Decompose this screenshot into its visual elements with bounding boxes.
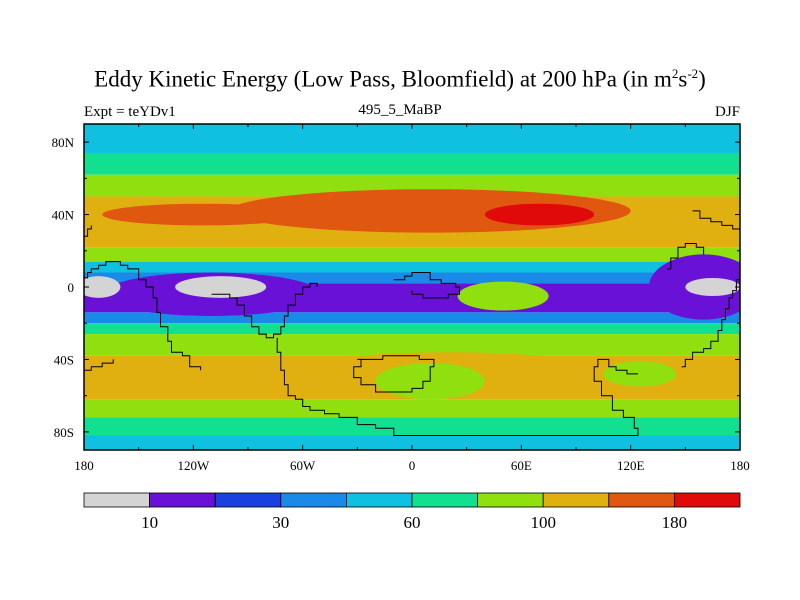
- y-tick-label-2: 0: [68, 280, 75, 295]
- coastline-segment-0: [84, 261, 202, 371]
- field-blob-8: [457, 281, 549, 311]
- field-band-8: [84, 312, 740, 324]
- field-band-9: [84, 323, 740, 335]
- x-tick-label-2: 60W: [290, 458, 316, 473]
- coastline-segment-1: [211, 282, 318, 339]
- x-tick-label-3: 0: [409, 458, 416, 473]
- y-tick-label-3: 40S: [54, 352, 74, 367]
- field-band-5: [84, 261, 740, 273]
- axes-layer: 80N 40N 0 40S 80S 180 120W 60W 0 60E 120E 180: [52, 124, 750, 473]
- chart-title: Eddy Kinetic Energy (Low Pass, Bloomfiel…: [94, 66, 706, 92]
- x-tick-label-4: 60E: [511, 458, 532, 473]
- field-band-2: [84, 174, 740, 197]
- colorbar-swatch-3: [280, 492, 347, 508]
- coastline-segment-10: [84, 359, 114, 371]
- field-band-13: [84, 417, 740, 436]
- colorbar-label-3: 100: [530, 513, 556, 532]
- field-blob-2: [484, 203, 595, 226]
- field-band-10: [84, 334, 740, 356]
- field-blob-11: [111, 361, 239, 394]
- coastline-segment-5: [593, 358, 639, 432]
- colorbar-swatch-6: [477, 492, 544, 508]
- field-band-1: [84, 152, 740, 175]
- colorbar-label-1: 30: [272, 513, 289, 532]
- field-blob-5: [685, 277, 740, 297]
- colorbar-swatch-1: [149, 492, 216, 508]
- field-blob-12: [603, 361, 677, 387]
- colorbar-swatch-5: [411, 492, 478, 508]
- colorbar-swatch-7: [542, 492, 610, 508]
- field-blob-3: [84, 276, 121, 298]
- colorbar-swatch-4: [345, 492, 413, 508]
- y-tick-label-1: 40N: [52, 208, 75, 223]
- x-tick-label-6: 180: [730, 458, 750, 473]
- x-tick-label-1: 120W: [177, 458, 210, 473]
- colorbar-swatch-2: [214, 492, 282, 508]
- colorbar-label-2: 60: [404, 513, 421, 532]
- field-layer: [84, 124, 740, 450]
- coastline-segment-6: [681, 272, 740, 368]
- coastline-segment-2: [276, 337, 639, 436]
- coastline-segment-9: [84, 225, 92, 237]
- field-band-6: [84, 272, 740, 284]
- field-blob-1: [102, 203, 303, 226]
- coastline-segment-7: [667, 243, 705, 270]
- chart-subtitle: 495_5_MaBP: [358, 102, 442, 118]
- field-band-14: [84, 435, 740, 450]
- x-tick-label-0: 180: [74, 458, 94, 473]
- experiment-label: Expt = teYDv1: [84, 104, 176, 120]
- colorbar-label-0: 10: [141, 513, 158, 532]
- field-blob-4: [175, 276, 267, 298]
- field-band-12: [84, 399, 740, 418]
- colorbar-swatch-9: [674, 492, 741, 508]
- field-band-4: [84, 247, 740, 262]
- colorbar-swatch-8: [608, 492, 675, 508]
- coastline-segment-3: [353, 355, 435, 393]
- coastline-segment-4: [393, 272, 460, 299]
- y-tick-label-4: 80S: [54, 425, 74, 440]
- colorbar: 10 30 60 100 180: [83, 492, 741, 532]
- colorbar-swatch-0: [83, 492, 150, 508]
- x-tick-label-5: 120E: [617, 458, 645, 473]
- coastline-segment-8: [692, 210, 740, 237]
- season-label: DJF: [714, 104, 740, 120]
- y-tick-label-0: 80N: [52, 135, 75, 150]
- colorbar-label-4: 180: [662, 513, 688, 532]
- coastline-layer: [84, 210, 740, 436]
